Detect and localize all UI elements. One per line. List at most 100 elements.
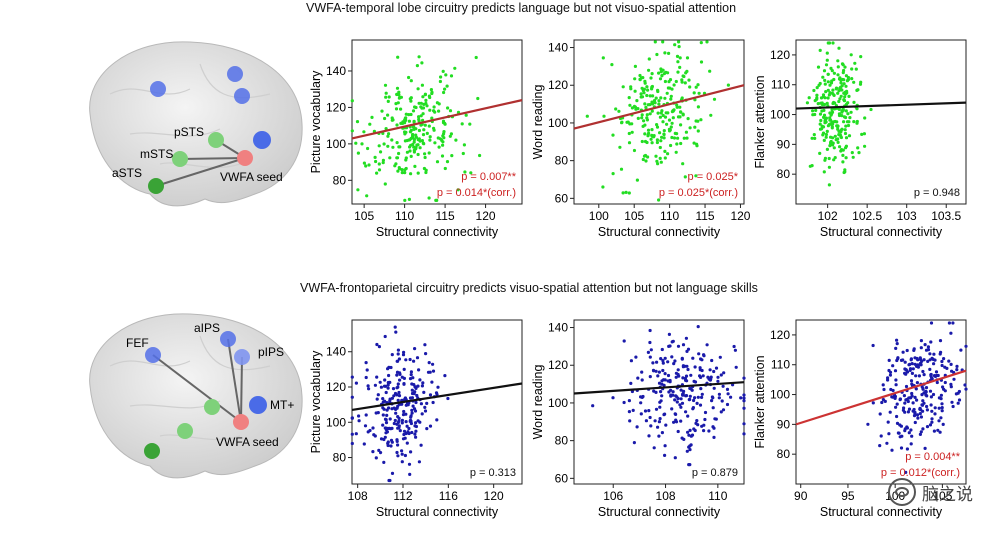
data-point (917, 374, 921, 378)
data-point (836, 59, 840, 63)
x-tick-label: 100 (589, 209, 609, 223)
data-point (428, 108, 432, 112)
label-FEF: FEF (126, 336, 149, 350)
data-point (714, 366, 719, 370)
data-point (963, 383, 967, 387)
data-point (446, 106, 450, 110)
data-point (929, 403, 933, 407)
data-point (937, 419, 941, 423)
data-point (818, 151, 822, 155)
data-point (691, 407, 695, 411)
brain-diagram-temporal: pSTS mSTS aSTS VWFA seed (89, 41, 303, 207)
data-point (649, 424, 653, 428)
data-point (676, 429, 680, 434)
data-point (407, 119, 411, 123)
data-point (662, 136, 666, 140)
data-point (682, 437, 686, 441)
data-point (669, 125, 673, 129)
data-point (919, 415, 923, 419)
data-point (688, 126, 692, 130)
data-point (672, 362, 676, 366)
data-point (410, 396, 414, 400)
data-point (699, 375, 703, 379)
data-point (450, 154, 454, 158)
data-point (657, 381, 662, 385)
data-point (659, 160, 663, 164)
y-tick-label: 120 (326, 380, 346, 394)
data-point (916, 363, 920, 367)
x-tick-label: 105 (932, 489, 952, 503)
data-point (661, 120, 665, 124)
data-point (842, 120, 846, 124)
data-point (433, 141, 437, 145)
data-point (390, 440, 394, 444)
y-tick-label: 110 (771, 358, 790, 372)
data-point (403, 453, 407, 458)
data-point (690, 388, 694, 392)
data-point (621, 85, 625, 89)
data-point (675, 400, 679, 404)
data-point (414, 424, 418, 429)
data-point (650, 84, 654, 89)
data-point (622, 339, 626, 343)
data-point (699, 357, 703, 361)
data-point (660, 347, 664, 352)
data-point (635, 99, 639, 103)
data-point (695, 419, 699, 423)
data-point (684, 71, 688, 75)
x-tick-label: 115 (436, 209, 455, 223)
aSTS-marker (148, 178, 164, 194)
y-axis-label: Word reading (531, 85, 545, 160)
data-point (943, 389, 947, 393)
data-point (355, 120, 360, 124)
data-point (425, 131, 429, 135)
data-point (843, 131, 848, 136)
data-point (924, 390, 928, 394)
label-MT: MT+ (270, 398, 294, 412)
data-point (833, 134, 837, 138)
data-point (837, 77, 842, 81)
data-point (915, 398, 919, 402)
data-point (679, 141, 683, 146)
data-point (824, 63, 829, 67)
regression-line (573, 381, 745, 395)
data-point (913, 356, 917, 360)
data-point (894, 378, 898, 382)
data-point (388, 397, 392, 401)
data-point (435, 392, 439, 397)
data-point (855, 88, 859, 92)
data-point (354, 141, 358, 145)
data-point (645, 85, 649, 89)
data-point (899, 446, 904, 450)
data-point (419, 101, 423, 105)
data-point (377, 168, 382, 172)
data-point (655, 360, 659, 364)
data-point (411, 125, 415, 129)
data-point (699, 41, 703, 45)
data-point (818, 112, 823, 116)
data-point (837, 46, 841, 50)
data-point (681, 113, 685, 117)
data-point (914, 374, 918, 378)
x-tick-label: 103 (897, 209, 917, 223)
data-point (887, 368, 891, 373)
data-point (630, 106, 634, 110)
data-point (674, 420, 679, 424)
data-point (685, 449, 689, 453)
data-point (717, 392, 721, 396)
data-point (928, 352, 932, 356)
data-point (373, 383, 377, 387)
data-point (675, 103, 679, 107)
data-point (611, 133, 615, 137)
data-point (710, 399, 714, 403)
data-point (830, 110, 835, 114)
data-point (679, 397, 683, 401)
green-region-marker (144, 443, 160, 459)
plot-frame (795, 319, 967, 485)
data-point (386, 440, 390, 444)
data-point (676, 70, 680, 74)
data-point (697, 352, 701, 356)
data-point (670, 355, 674, 359)
data-point (364, 413, 368, 417)
data-point (591, 404, 595, 408)
